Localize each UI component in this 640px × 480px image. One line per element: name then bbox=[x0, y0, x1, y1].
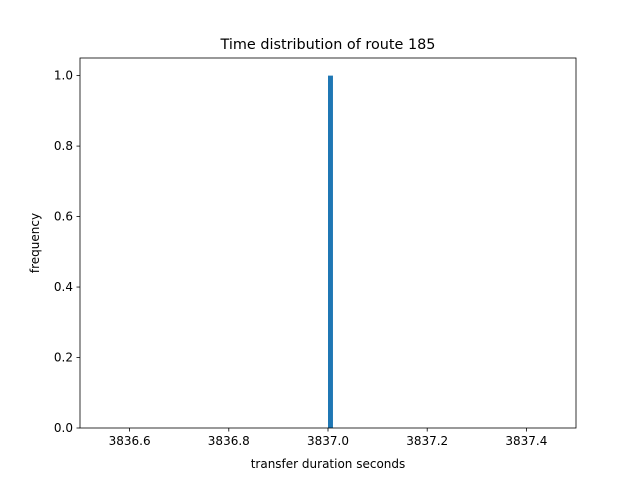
chart-title: Time distribution of route 185 bbox=[220, 37, 436, 53]
x-tick-label-3: 3837.2 bbox=[406, 434, 448, 448]
y-tick-label-5: 1.0 bbox=[54, 69, 73, 83]
x-tick-label-4: 3837.4 bbox=[505, 434, 547, 448]
y-tick-label-1: 0.2 bbox=[54, 351, 73, 365]
x-tick-label-0: 3836.6 bbox=[109, 434, 151, 448]
y-tick-label-3: 0.6 bbox=[54, 210, 73, 224]
x-axis-ticks: 3836.6 3836.8 3837.0 3837.2 3837.4 bbox=[109, 428, 547, 448]
bars-layer bbox=[328, 75, 333, 428]
y-tick-label-2: 0.4 bbox=[54, 280, 73, 294]
histogram-bar-0 bbox=[328, 75, 333, 428]
y-tick-label-4: 0.8 bbox=[54, 139, 73, 153]
y-axis-ticks: 0.0 0.2 0.4 0.6 0.8 1.0 bbox=[54, 69, 80, 435]
plot-frame bbox=[79, 57, 577, 429]
y-tick-label-0: 0.0 bbox=[54, 421, 73, 435]
x-tick-label-1: 3836.8 bbox=[208, 434, 250, 448]
x-tick-label-2: 3837.0 bbox=[307, 434, 349, 448]
x-axis-label: transfer duration seconds bbox=[251, 457, 406, 471]
y-axis-label: frequency bbox=[28, 213, 42, 273]
